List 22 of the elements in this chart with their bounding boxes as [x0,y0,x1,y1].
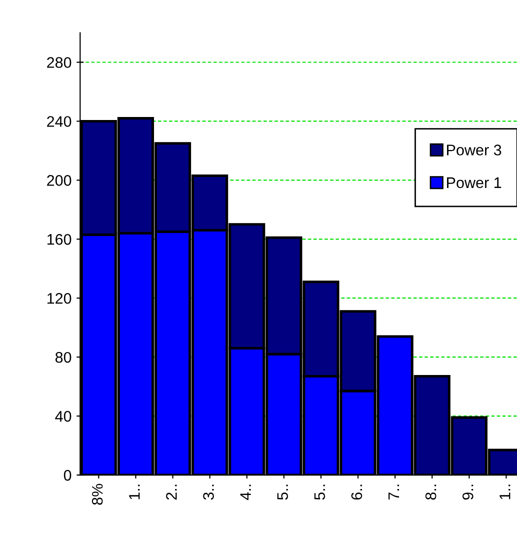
x-tick-label: 8.. [425,484,436,500]
x-tick-label: 8% [92,484,103,505]
y-tick-label: 160 [47,234,72,245]
y-tick-label: 0 [64,470,72,481]
legend-label: Power 3 [447,144,502,156]
y-tick-label: 40 [55,410,72,422]
y-tick-label: 120 [47,292,72,304]
x-tick-label: 2.. [166,484,177,500]
x-tick-label: 1.. [500,484,510,500]
x-tick-label: 5.. [314,484,326,500]
x-tick-label: 4.. [240,484,251,500]
y-tick-label: 240 [47,116,72,127]
x-tick-label: 1.. [129,484,140,500]
y-tick-label: 80 [55,352,72,363]
x-tick-label: 7.. [388,484,400,500]
x-tick-label: 9.. [462,484,474,500]
y-tick-label: 200 [47,175,72,186]
x-tick-label: 6.. [351,484,362,500]
x-tick-label: 5.. [277,484,288,500]
legend-label: Power 1 [447,177,502,188]
x-tick-label: 3.. [203,484,214,500]
y-tick-label: 280 [47,57,72,68]
